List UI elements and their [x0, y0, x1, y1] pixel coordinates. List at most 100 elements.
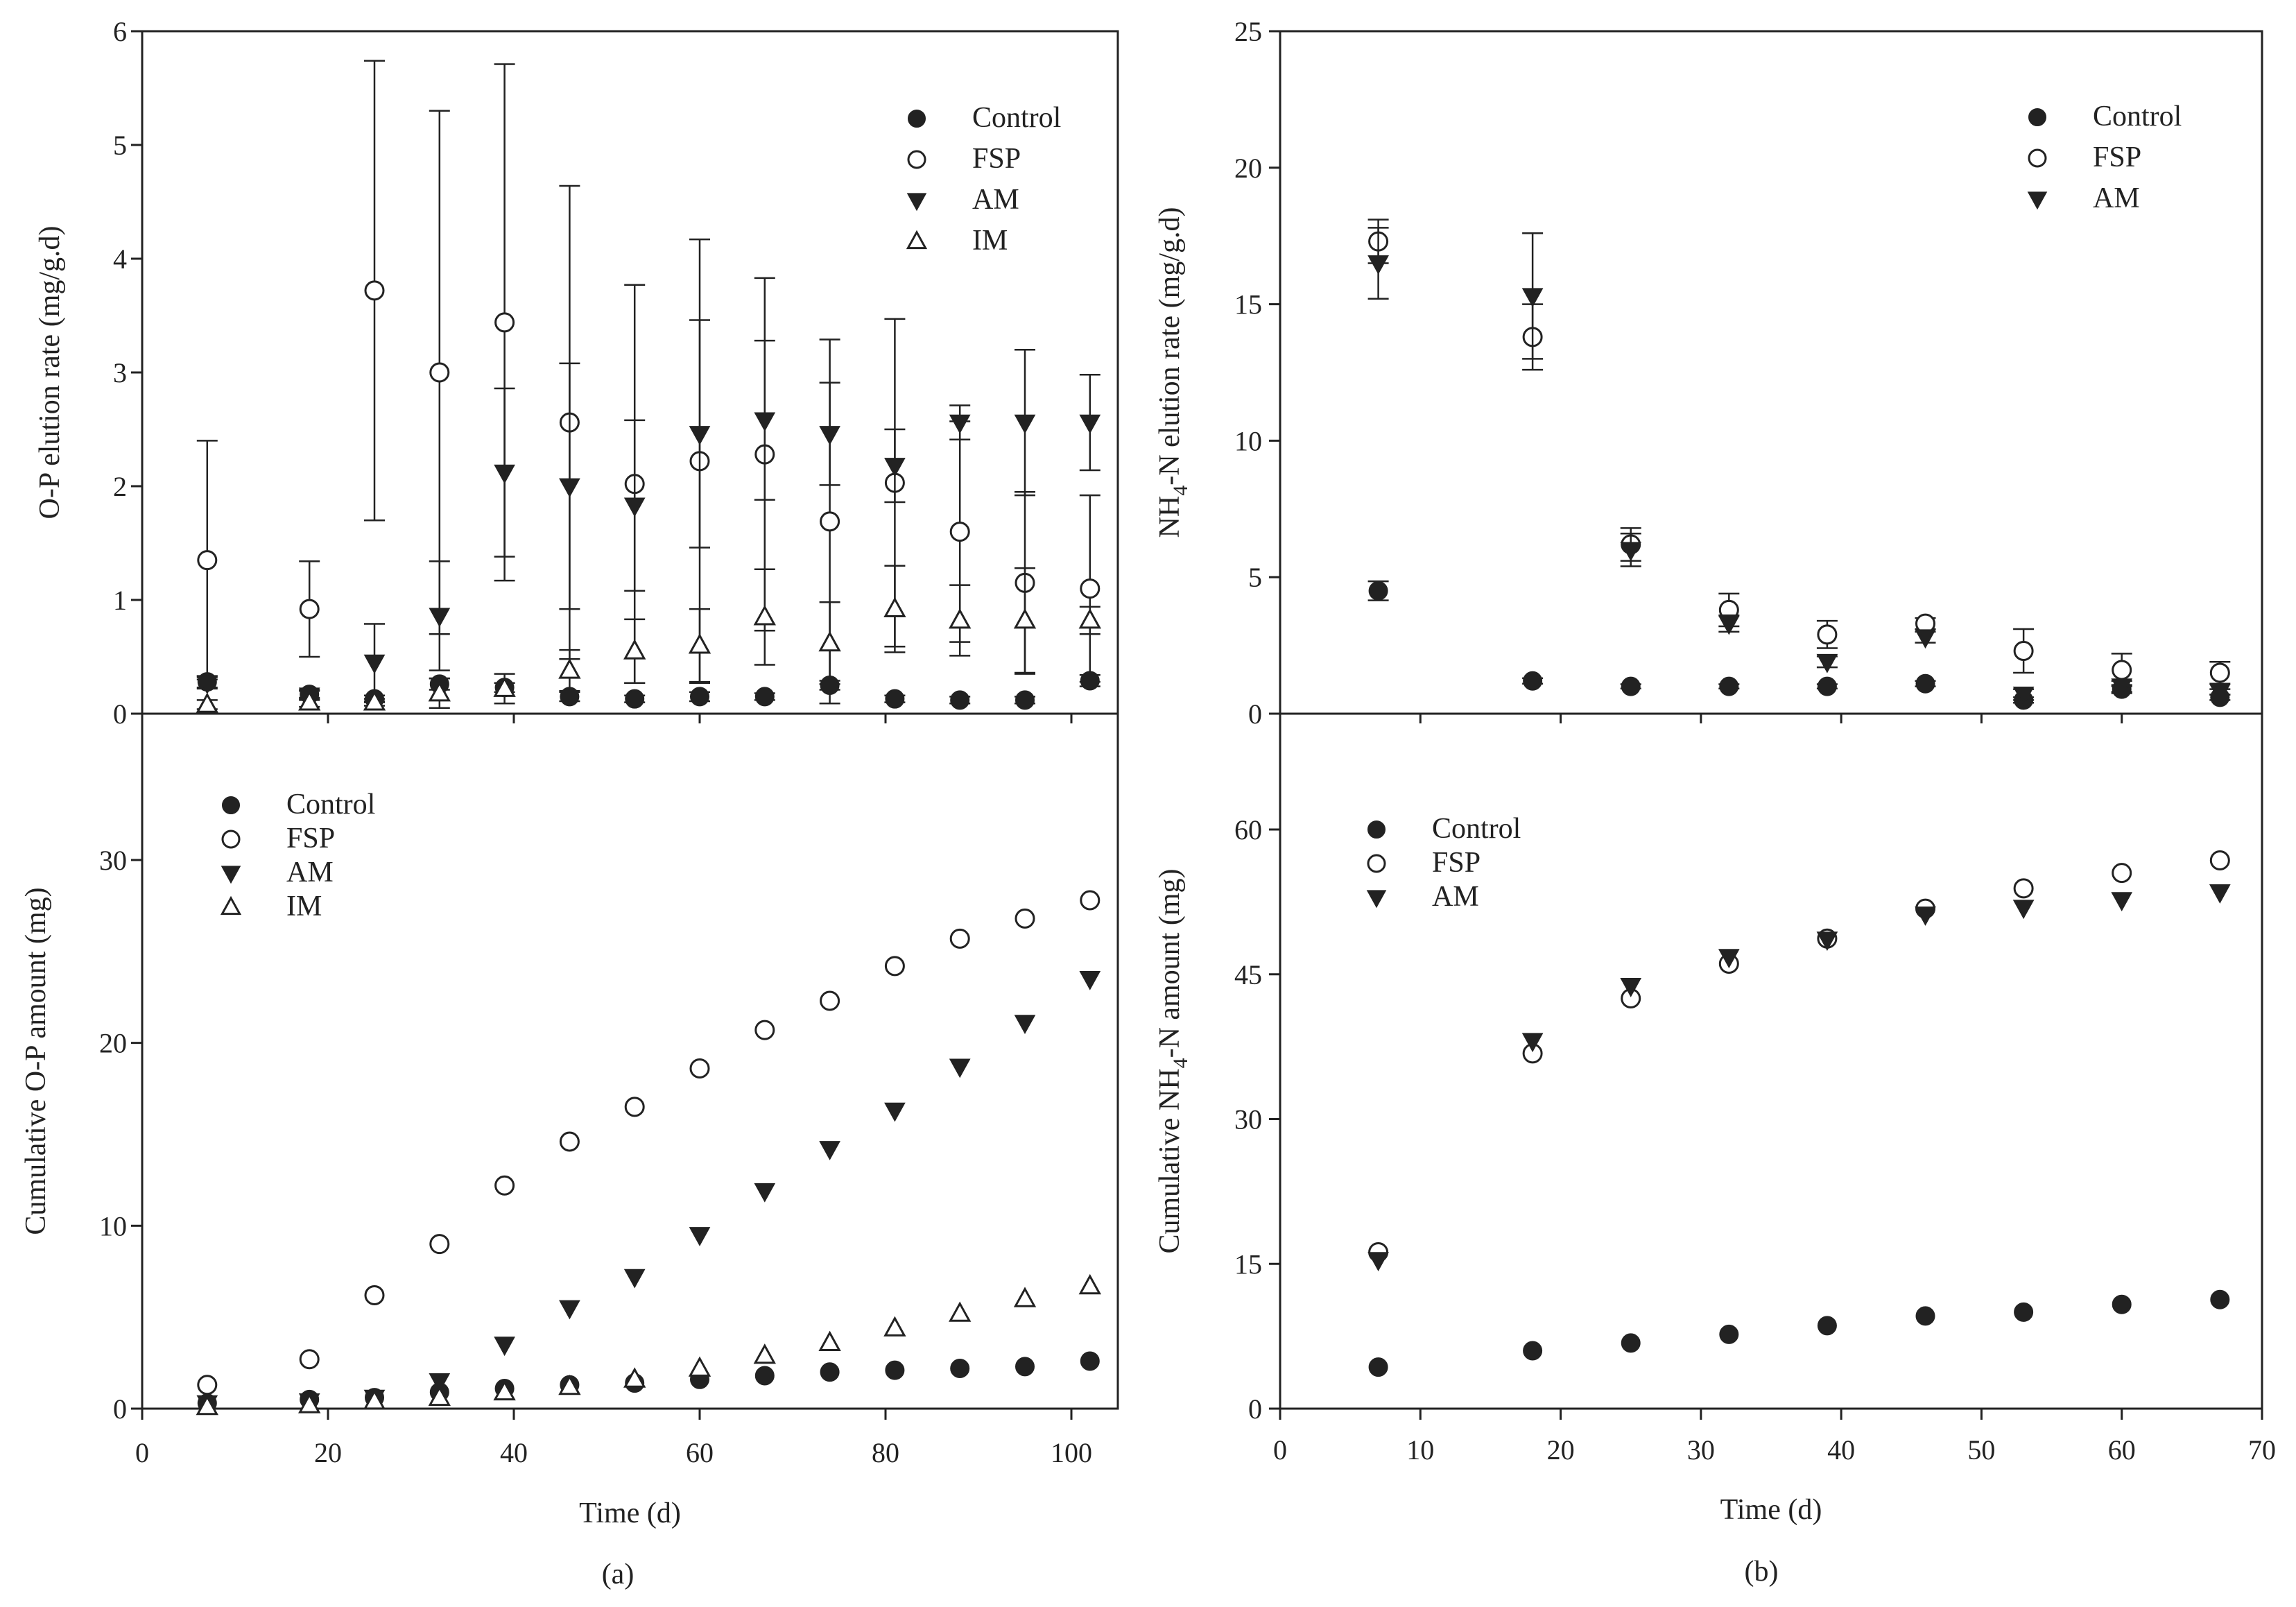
- data-point: [1015, 690, 1035, 710]
- legend-marker-fsp: [2028, 148, 2047, 168]
- data-point: [363, 690, 386, 711]
- data-point: [754, 687, 775, 707]
- data-point: [428, 681, 451, 702]
- data-point: [623, 639, 646, 660]
- data-point: [883, 1316, 906, 1337]
- data-point: [1817, 676, 1837, 696]
- data-point: [754, 1366, 775, 1386]
- legend-label-fsp: FSP: [972, 143, 1021, 175]
- legend-label-im: IM: [286, 891, 322, 922]
- chart-b-bottom: 0 15 30 45 60 0 10 20 30 40 50 60 70 Cumulative NH4-N…: [1154, 712, 2276, 1526]
- y-axis-title: O-P elution rate (mg/g.d): [34, 225, 66, 519]
- legend-marker-am: [906, 193, 927, 212]
- legend-marker-im: [220, 895, 242, 916]
- x-axis-title: Time (d): [579, 1497, 681, 1529]
- data-point: [1915, 673, 1935, 694]
- legend-label-am: AM: [2093, 182, 2140, 214]
- data-point: [1080, 890, 1100, 911]
- data-point: [494, 464, 515, 484]
- y-tick-label: 20: [1234, 153, 1262, 184]
- x-tick-label: 60: [686, 1437, 714, 1468]
- y-tick-label: 30: [99, 845, 127, 876]
- y-axis-title: NH4-N elution rate (mg/g.d): [1154, 207, 1192, 538]
- y-tick-label: 2: [113, 471, 127, 502]
- caption-b: (b): [1745, 1556, 1779, 1588]
- data-point: [2013, 640, 2034, 661]
- y-tick-label: 25: [1234, 16, 1262, 47]
- data-point: [196, 675, 218, 695]
- data-point: [949, 1301, 972, 1322]
- legend-marker-fsp: [221, 830, 241, 849]
- plot-frame: [141, 30, 1119, 715]
- data-point: [1079, 970, 1101, 990]
- data-point: [197, 550, 218, 571]
- data-point: [949, 608, 972, 629]
- data-point: [1367, 255, 1389, 275]
- data-point: [558, 1374, 581, 1395]
- legend-label-control: Control: [286, 789, 375, 820]
- data-point: [2210, 1289, 2230, 1309]
- legend-label-fsp: FSP: [1432, 847, 1481, 879]
- x-tick-label: 40: [500, 1437, 528, 1468]
- data-point: [753, 605, 776, 626]
- data-point: [2111, 892, 2133, 911]
- data-point: [494, 312, 515, 333]
- data-point: [1078, 1273, 1101, 1295]
- x-tick-label: 10: [1406, 1434, 1434, 1466]
- series-control: [1367, 580, 2231, 710]
- y-tick-label: 15: [1234, 1248, 1262, 1280]
- data-point: [949, 928, 970, 949]
- data-point: [754, 1183, 776, 1203]
- legend-label-fsp: FSP: [286, 823, 335, 854]
- data-point: [2013, 878, 2034, 899]
- y-tick-label: 15: [1234, 289, 1262, 320]
- series-im: [196, 1273, 1101, 1416]
- data-point: [1080, 578, 1100, 599]
- y-axis-title: Cumulative O-P amount (mg): [20, 887, 52, 1235]
- data-point: [819, 1141, 840, 1160]
- data-point: [494, 1337, 515, 1357]
- data-point: [2014, 1302, 2034, 1322]
- data-point: [559, 1131, 580, 1152]
- data-point: [818, 630, 841, 652]
- data-point: [2111, 678, 2133, 698]
- data-point: [429, 1373, 451, 1393]
- data-point: [1621, 676, 1641, 696]
- x-tick-label: 100: [1051, 1437, 1092, 1468]
- data-point: [950, 1358, 970, 1378]
- data-point: [1079, 414, 1101, 434]
- data-point: [1816, 931, 1838, 952]
- data-point: [1367, 1252, 1389, 1272]
- data-point: [1718, 615, 1740, 635]
- data-point: [1523, 671, 1543, 691]
- y-tick-label: 0: [113, 1393, 127, 1425]
- data-point: [493, 1380, 516, 1401]
- data-point: [1013, 1287, 1037, 1307]
- series-control: [1368, 1289, 2230, 1377]
- data-point: [2209, 684, 2231, 703]
- legend-marker-control: [2028, 108, 2046, 126]
- series-im: [196, 565, 1101, 713]
- data-point: [1014, 414, 1036, 434]
- x-tick-label: 50: [1967, 1434, 1995, 1466]
- data-point: [1080, 1351, 1100, 1371]
- data-point: [1621, 1333, 1641, 1353]
- legend-marker-am: [2027, 191, 2048, 210]
- data-point: [1719, 676, 1739, 696]
- data-point: [884, 1102, 906, 1122]
- data-point: [429, 362, 450, 383]
- data-point: [1078, 608, 1101, 629]
- x-axis-title: Time (d): [1720, 1494, 1822, 1526]
- data-point: [884, 458, 906, 477]
- data-point: [949, 1058, 971, 1079]
- data-point: [1015, 908, 1035, 929]
- data-point: [363, 654, 386, 674]
- data-point: [1719, 1324, 1739, 1344]
- data-point: [1915, 906, 1936, 926]
- x-tick-label: 70: [2248, 1434, 2276, 1466]
